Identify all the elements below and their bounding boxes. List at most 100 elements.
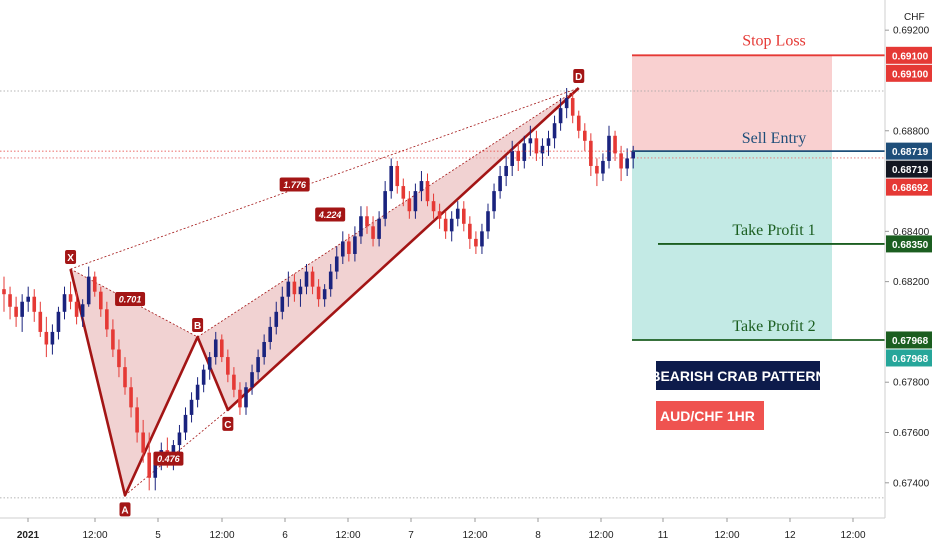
candle-body	[322, 289, 327, 300]
pattern-point-badge	[222, 416, 234, 431]
candle-body	[365, 216, 369, 227]
y-tick-label: 0.68400	[893, 227, 930, 238]
pattern-point-A: A	[121, 505, 128, 516]
price-tag-text: 0.67968	[892, 336, 929, 347]
price-tag: 0.69100	[886, 64, 932, 82]
candle	[20, 294, 24, 332]
pattern-triangle-xab	[70, 269, 198, 496]
pattern-point-B: B	[194, 321, 201, 332]
candle	[595, 158, 599, 187]
candle	[32, 289, 37, 322]
candle-body	[583, 130, 587, 141]
candle-body	[462, 208, 466, 224]
x-tick-label: 12:00	[209, 530, 234, 541]
candle-body	[50, 331, 55, 345]
candle	[564, 88, 569, 119]
candle	[189, 392, 194, 423]
candle	[111, 319, 115, 358]
pattern-ratio-line	[70, 87, 579, 270]
candle-body	[377, 218, 381, 239]
candle-body	[347, 241, 351, 254]
candle-body	[286, 281, 291, 297]
candle-body	[431, 201, 436, 212]
candle	[522, 135, 527, 169]
price-tag-bg	[886, 46, 932, 64]
price-tag: 0.68350	[886, 235, 932, 253]
candle	[298, 279, 303, 307]
candle-body	[80, 304, 85, 317]
candle	[226, 349, 230, 383]
x-tick-label: 5	[155, 530, 161, 541]
candle-body	[141, 432, 145, 453]
candle-body	[207, 357, 212, 370]
candle	[56, 306, 61, 340]
x-tick-label: 12:00	[714, 530, 739, 541]
candle-body	[256, 357, 260, 373]
pattern-point-badge	[192, 317, 204, 332]
candle	[310, 266, 315, 295]
candle	[262, 334, 266, 365]
candle	[123, 357, 127, 395]
ratio-label: 1.776	[283, 180, 307, 190]
price-tag-bg	[886, 178, 932, 196]
candle	[437, 203, 442, 229]
time-axis	[0, 518, 885, 550]
candle	[353, 226, 357, 262]
candle	[492, 183, 496, 219]
candle-body	[558, 108, 563, 124]
x-tick-label: 12:00	[462, 530, 487, 541]
candle	[631, 145, 635, 169]
candle-body	[468, 223, 472, 239]
candle	[383, 181, 387, 227]
level-label-0: Stop Loss	[742, 32, 806, 49]
candle	[583, 123, 587, 151]
candle	[365, 206, 369, 234]
level-label-3: Take Profit 2	[732, 318, 815, 335]
ratio-badge	[279, 177, 310, 192]
candle-body	[2, 289, 6, 295]
candle-body	[310, 271, 315, 287]
candle-body	[498, 176, 502, 192]
candle	[480, 223, 484, 254]
level-label-2: Take Profit 1	[732, 222, 815, 239]
price-tag-text: 0.69100	[892, 69, 929, 80]
price-tag-bg	[886, 160, 932, 178]
candle	[256, 349, 260, 380]
price-tag: 0.69100	[886, 46, 932, 64]
candle	[625, 148, 629, 177]
price-tag: 0.67968	[886, 331, 932, 349]
candle	[316, 279, 321, 307]
x-tick-label: 12:00	[840, 530, 865, 541]
price-tag: 0.68719	[886, 160, 932, 178]
candle	[38, 301, 43, 337]
candle	[213, 331, 218, 365]
candle	[292, 274, 297, 302]
candle	[540, 138, 545, 166]
candle-body	[8, 294, 12, 307]
candle	[576, 110, 581, 139]
candle-body	[56, 311, 61, 332]
candle	[607, 125, 611, 169]
candle-body	[389, 165, 393, 192]
candle	[419, 170, 424, 202]
candle	[462, 201, 466, 232]
candle	[443, 211, 448, 239]
candle-body	[522, 143, 527, 161]
ratio-badge	[115, 292, 146, 307]
candle-body	[244, 387, 248, 408]
candle-body	[540, 145, 545, 154]
y-tick-label: 0.68800	[893, 126, 930, 137]
ratio-label: 0.701	[119, 295, 142, 305]
candle-body	[147, 452, 151, 478]
candle-body	[262, 341, 266, 358]
candle-body	[570, 98, 575, 116]
candle	[2, 276, 6, 312]
pattern-triangle-bcd	[197, 88, 579, 410]
pattern-point-badge	[573, 69, 585, 84]
ratio-badge	[153, 451, 184, 466]
candle-body	[238, 389, 242, 408]
candle-body	[341, 241, 345, 257]
candle	[86, 266, 91, 307]
candle-body	[189, 399, 194, 415]
x-tick-label: 12:00	[588, 530, 613, 541]
